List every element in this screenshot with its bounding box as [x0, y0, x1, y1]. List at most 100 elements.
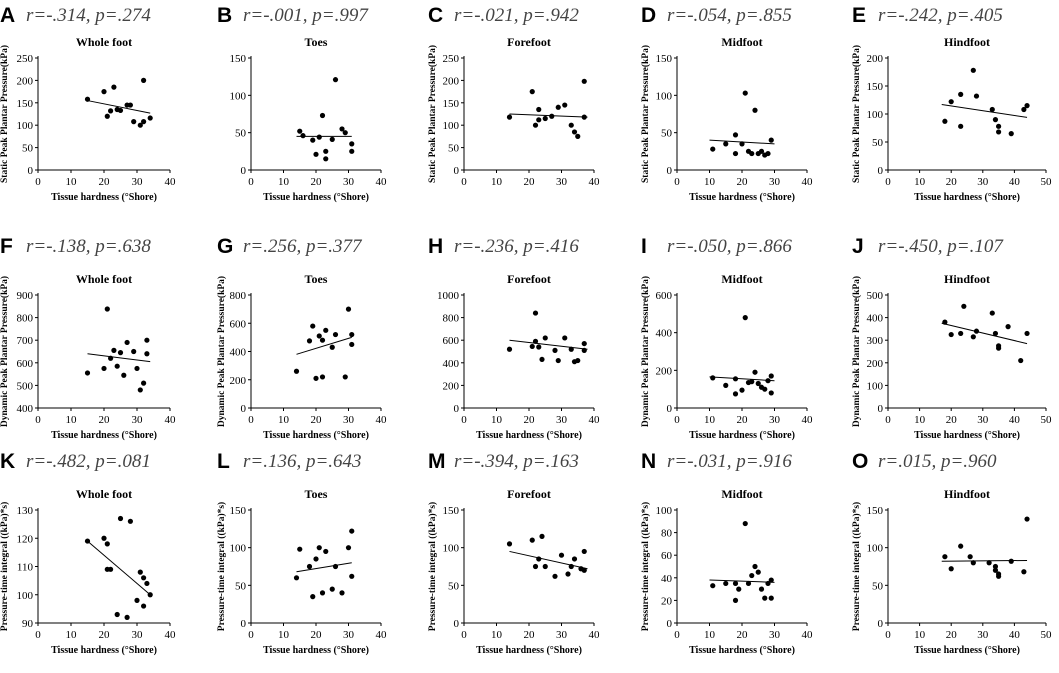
- data-point: [989, 310, 995, 316]
- x-tick-label: 30: [977, 176, 989, 188]
- data-point: [329, 344, 335, 350]
- panel-letter: K: [0, 450, 15, 473]
- y-axis-label: Static Peak Plantar Pressure(kPa): [0, 45, 10, 183]
- stat-text: r=-.138, p=.638: [26, 236, 151, 257]
- x-tick-label: 10: [278, 414, 290, 426]
- regression-line: [87, 353, 151, 363]
- data-point: [765, 580, 771, 587]
- x-tick-label: 0: [248, 629, 254, 641]
- regression-line: [509, 339, 588, 350]
- data-point: [332, 331, 339, 338]
- plot-title: Whole foot: [76, 35, 132, 49]
- data-point: [108, 566, 114, 572]
- x-tick-label: 10: [491, 176, 503, 188]
- data-point: [992, 330, 999, 337]
- x-tick-label: 30: [977, 414, 989, 426]
- x-tick-label: 40: [802, 176, 814, 188]
- data-point: [996, 571, 1002, 577]
- x-tick-label: 50: [1041, 414, 1053, 426]
- x-tick-label: 10: [914, 629, 926, 641]
- x-tick-label: 20: [946, 176, 958, 188]
- y-axis-label: Static Peak Plantar Pressure(kPa): [851, 45, 862, 183]
- x-tick-label: 10: [914, 414, 926, 426]
- stat-text: r=-.031, p=.916: [667, 451, 792, 472]
- data-point: [555, 357, 561, 364]
- panel-letter: L: [217, 450, 230, 473]
- y-tick-label: 50: [448, 580, 460, 592]
- x-tick-label: 10: [66, 629, 78, 641]
- y-tick-label: 0: [667, 618, 673, 630]
- data-point: [141, 380, 147, 386]
- y-tick-label: 100: [230, 543, 247, 555]
- data-point: [316, 545, 322, 551]
- panel-letter: B: [217, 4, 232, 27]
- data-point: [958, 543, 964, 549]
- data-point: [568, 563, 574, 570]
- data-point: [134, 597, 140, 604]
- data-point: [749, 379, 755, 385]
- y-tick-label: 0: [878, 165, 884, 177]
- y-tick-label: 150: [443, 98, 460, 110]
- x-tick-label: 30: [769, 176, 781, 188]
- x-tick-label: 10: [278, 176, 290, 188]
- data-point: [732, 376, 739, 382]
- y-tick-label: 100: [17, 120, 34, 132]
- data-point: [942, 554, 948, 560]
- data-point: [141, 77, 147, 83]
- y-axis-label: Pressure-time integral ((kPa)*s): [216, 502, 227, 631]
- data-point: [297, 546, 303, 552]
- x-tick-label: 20: [99, 176, 111, 188]
- data-point: [552, 347, 558, 353]
- data-point: [532, 122, 539, 128]
- data-point: [101, 89, 107, 95]
- stat-text: r=.256, p=.377: [243, 236, 363, 257]
- x-tick-label: 40: [376, 414, 388, 426]
- y-tick-label: 150: [230, 53, 247, 65]
- y-axis-label: Pressure-time integral ((kPa)*s): [427, 502, 438, 631]
- y-tick-label: 50: [22, 143, 34, 155]
- x-tick-label: 40: [165, 629, 177, 641]
- y-tick-label: 0: [241, 165, 247, 177]
- data-point: [108, 108, 114, 114]
- x-tick-label: 40: [376, 629, 388, 641]
- data-point: [755, 380, 761, 387]
- data-point: [558, 552, 565, 558]
- data-point: [349, 341, 355, 348]
- x-tick-label: 20: [737, 414, 749, 426]
- data-point: [131, 119, 137, 125]
- data-point: [1024, 516, 1030, 522]
- data-point: [108, 355, 114, 361]
- data-point: [745, 580, 752, 587]
- y-tick-label: 100: [656, 90, 673, 102]
- x-tick-label: 20: [946, 629, 958, 641]
- panel-letter: E: [852, 4, 866, 27]
- data-point: [549, 113, 555, 119]
- y-tick-label: 150: [867, 81, 884, 93]
- data-point: [101, 365, 107, 372]
- x-tick-label: 20: [737, 176, 749, 188]
- regression-line: [509, 113, 588, 118]
- data-point: [506, 541, 513, 547]
- y-axis-label: Dynamic Peak Plantar Pressure(kPa): [851, 276, 862, 427]
- data-point: [710, 375, 716, 381]
- data-point: [989, 106, 995, 113]
- y-tick-label: 0: [454, 403, 460, 415]
- y-tick-label: 20: [661, 595, 673, 607]
- panel-letter: I: [641, 235, 647, 258]
- y-tick-label: 50: [661, 128, 673, 140]
- data-point: [124, 339, 130, 346]
- y-tick-label: 110: [17, 562, 34, 574]
- data-point: [345, 545, 352, 551]
- x-tick-label: 30: [769, 414, 781, 426]
- y-tick-label: 100: [867, 109, 884, 121]
- data-point: [749, 150, 755, 157]
- data-point: [536, 106, 542, 113]
- data-point: [313, 556, 319, 562]
- data-point: [310, 323, 316, 329]
- data-point: [571, 129, 578, 135]
- data-point: [332, 563, 339, 570]
- plot-title: Whole foot: [76, 487, 132, 501]
- data-point: [739, 141, 745, 147]
